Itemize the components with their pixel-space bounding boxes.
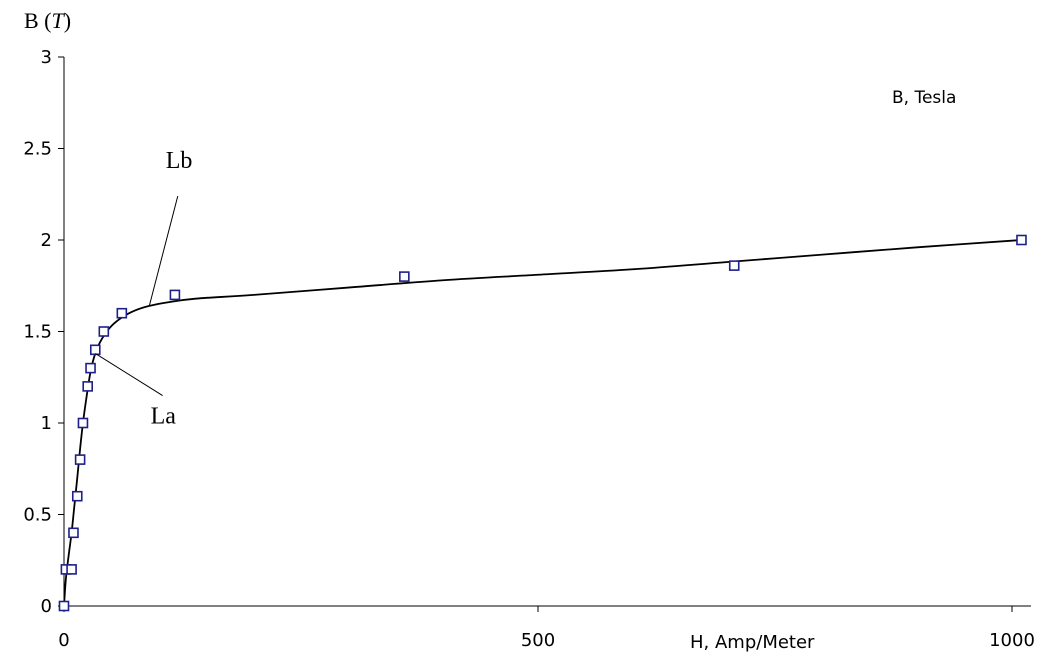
x-tick-label: 1000 <box>989 630 1035 651</box>
y-tick-label: 0.5 <box>23 505 52 526</box>
data-point <box>68 527 79 539</box>
data-point <box>58 600 70 612</box>
data-point <box>169 289 181 301</box>
legend-label: B, Tesla <box>892 88 956 108</box>
annotation-leader <box>148 195 179 307</box>
annotations: Lb La <box>95 148 193 430</box>
x-axis-title: H, Amp/Meter <box>690 632 815 653</box>
data-point <box>728 260 740 271</box>
fit-curve <box>63 239 1022 607</box>
x-tick-label: 0 <box>58 630 69 651</box>
data-point <box>399 271 410 282</box>
data-points <box>58 234 1027 612</box>
annotation-label: La <box>151 404 177 430</box>
y-tick-label: 2.5 <box>23 139 52 160</box>
axes: 0 0.5 1 1.5 2 2.5 3 0 500 1000 <box>23 47 1035 651</box>
data-point <box>98 326 110 337</box>
y-tick-label: 1 <box>41 413 52 434</box>
y-tick-label: 0 <box>41 596 52 617</box>
y-tick-label: 3 <box>41 47 52 68</box>
annotation-label: Lb <box>166 148 193 174</box>
fit-curve-group <box>63 239 1022 607</box>
y-tick-label: 1.5 <box>23 322 52 343</box>
data-point <box>1016 234 1027 246</box>
y-axis-title: B (T) <box>24 8 71 33</box>
data-point <box>71 490 83 502</box>
data-point <box>89 344 101 356</box>
data-point <box>82 381 93 392</box>
annotation-leader <box>95 353 163 396</box>
data-point <box>116 307 128 319</box>
data-point <box>77 417 89 429</box>
data-point <box>85 362 96 374</box>
x-tick-label: 500 <box>521 630 555 651</box>
y-tick-label: 2 <box>41 230 52 251</box>
data-point <box>74 454 86 465</box>
data-point <box>66 564 77 575</box>
